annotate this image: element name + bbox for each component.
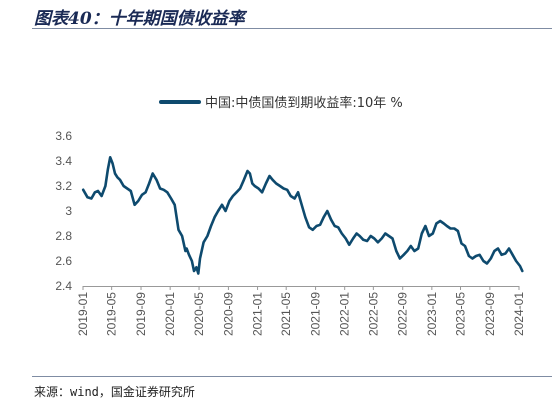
- y-tick-label: 3.2: [55, 179, 72, 193]
- legend-label: 中国:中债国债到期收益率:10年 %: [205, 95, 403, 111]
- x-tick-label: 2019-05: [105, 292, 119, 336]
- y-tick-label: 2.6: [55, 254, 72, 268]
- x-tick-label: 2019-09: [134, 292, 148, 336]
- bottom-divider: [32, 376, 552, 377]
- x-tick-label: 2023-01: [425, 292, 439, 336]
- x-axis: 2019-01 2019-05 2019-09 2020-01 2020-05 2020-…: [76, 286, 526, 336]
- x-tick-label: 2022-01: [338, 292, 352, 336]
- source-note: 来源：wind，国金证券研究所: [34, 385, 195, 399]
- x-tick-label: 2024-01: [512, 292, 526, 336]
- y-tick-label: 2.8: [55, 229, 72, 243]
- plot-area: [81, 156, 524, 275]
- x-tick-label: 2020-01: [163, 292, 177, 336]
- legend: 中国:中债国债到期收益率:10年 %: [159, 95, 403, 111]
- x-tick-label: 2020-05: [192, 292, 206, 336]
- y-tick-label: 3: [65, 204, 72, 218]
- top-divider: [32, 28, 552, 29]
- series-line: [81, 156, 524, 275]
- y-tick-label: 2.4: [55, 279, 72, 293]
- x-tick-label: 2023-05: [454, 292, 468, 336]
- x-tick-label: 2019-01: [76, 292, 90, 336]
- x-tick-label: 2022-05: [366, 292, 380, 336]
- x-tick-label: 2022-09: [396, 292, 410, 336]
- x-tick-label: 2021-09: [309, 292, 323, 336]
- x-tick-label: 2023-09: [483, 292, 497, 336]
- y-tick-label: 3.6: [55, 129, 72, 143]
- y-tick-label: 3.4: [55, 154, 72, 168]
- x-tick-label: 2020-09: [221, 292, 235, 336]
- x-tick-label: 2021-01: [251, 292, 265, 336]
- y-axis: 2.4 2.6 2.8 3 3.2 3.4 3.6: [55, 129, 72, 293]
- x-tick-label: 2021-05: [279, 292, 293, 336]
- chart-title: 图表40：十年期国债收益率: [34, 9, 245, 29]
